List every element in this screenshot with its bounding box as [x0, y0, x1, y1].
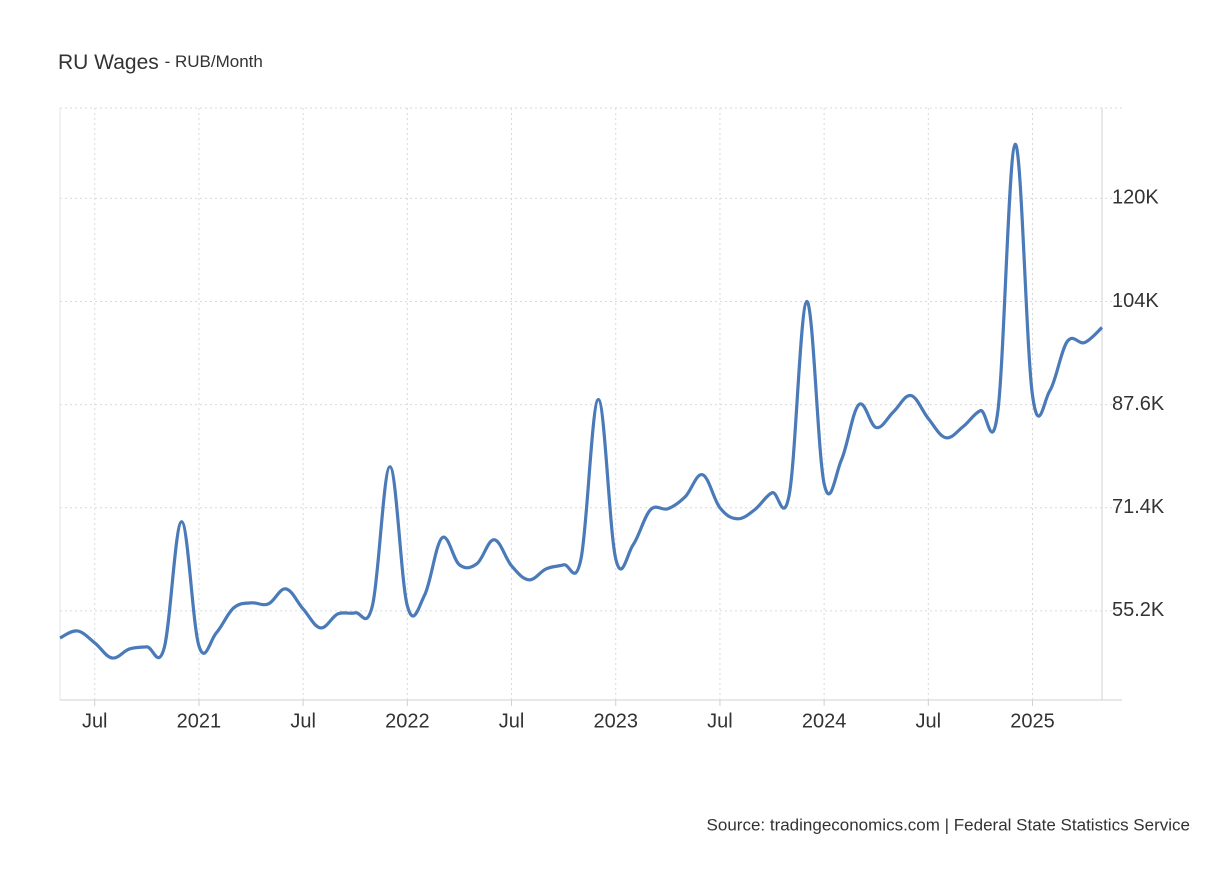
x-tick-label: Jul — [499, 710, 525, 732]
data-line — [59, 142, 1104, 660]
title: RU Wages — [58, 51, 159, 74]
x-tick-label: 2024 — [802, 710, 847, 732]
x-tick-label: Jul — [916, 710, 942, 732]
y-tick-label: 55.2K — [1112, 599, 1165, 621]
x-tick-label: 2025 — [1010, 710, 1055, 732]
y-tick-label: 104K — [1112, 290, 1159, 312]
source: Source: tradingeconomics.com | Federal S… — [707, 815, 1190, 834]
x-tick-label: Jul — [290, 710, 316, 732]
y-tick-label: 71.4K — [1112, 496, 1165, 518]
subtitle: - RUB/Month — [165, 52, 263, 71]
x-tick-label: 2023 — [593, 710, 638, 732]
x-tick-label: 2022 — [385, 710, 430, 732]
y-tick-label: 120K — [1112, 187, 1159, 209]
x-tick-label: 2021 — [177, 710, 222, 732]
y-tick-label: 87.6K — [1112, 393, 1165, 415]
x-tick-label: Jul — [707, 710, 733, 732]
x-tick-label: Jul — [82, 710, 108, 732]
chart-title: RU Wages - RUB/Month — [58, 51, 263, 74]
